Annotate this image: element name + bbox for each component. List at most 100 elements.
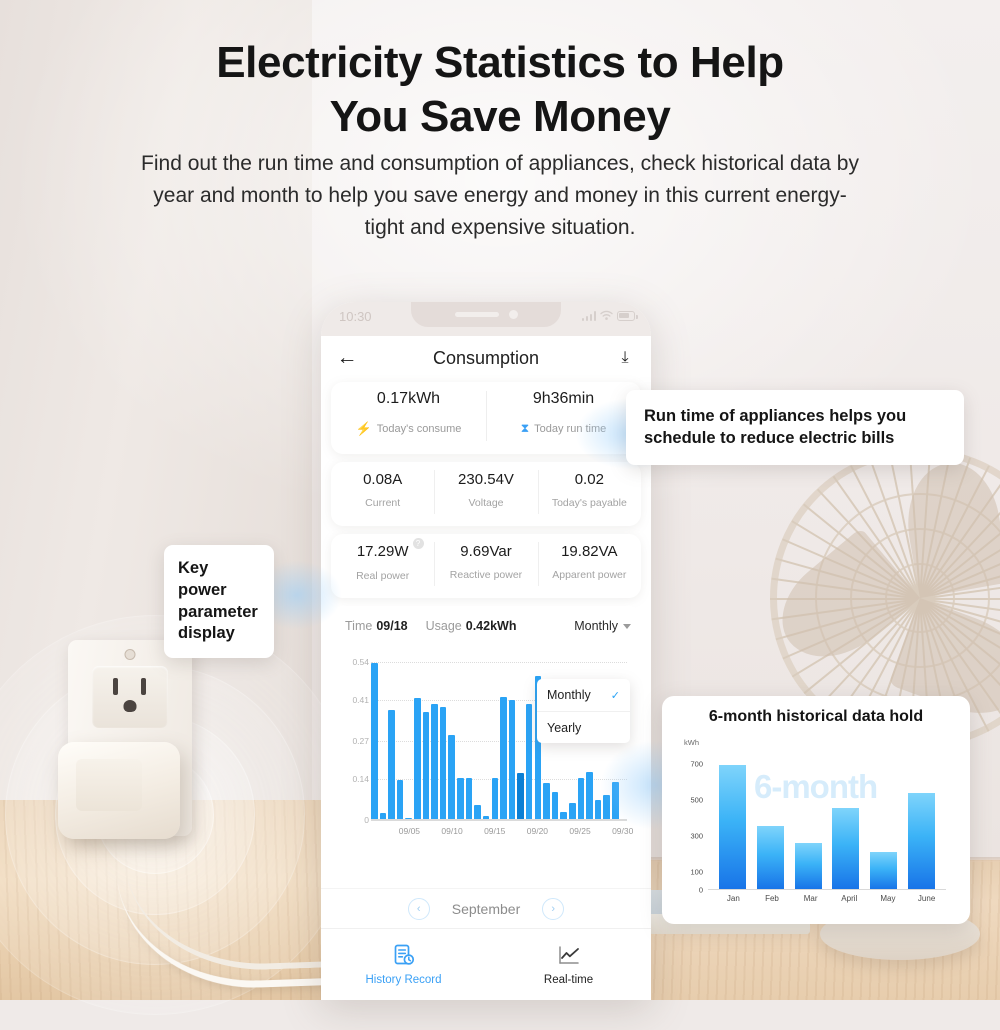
chart-bar[interactable] xyxy=(474,805,481,820)
callout-runtime: Run time of appliances helps you schedul… xyxy=(626,390,964,465)
prev-month-button[interactable]: ‹ xyxy=(407,897,430,920)
chart-x-axis xyxy=(371,819,627,821)
dropdown-option-yearly[interactable]: Yearly xyxy=(537,711,630,743)
six-month-watermark: 6-month xyxy=(754,768,878,805)
chart-y-axis-labels: 0 0.14 0.27 0.41 0.54 xyxy=(343,650,369,825)
reactive-power-label: Reactive power xyxy=(449,569,523,581)
chart-bar[interactable] xyxy=(543,783,550,820)
chart-bar[interactable] xyxy=(525,704,533,820)
chart-bar[interactable] xyxy=(560,811,567,820)
six-month-y-tick: 500 xyxy=(690,795,703,805)
battery-icon xyxy=(617,310,638,321)
six-month-y-tick: 300 xyxy=(690,831,703,841)
today-consume-value: 0.17kWh xyxy=(376,390,441,407)
chart-bar[interactable] xyxy=(586,771,593,820)
chart-x-tick: 09/30 xyxy=(612,826,634,836)
socket-ground xyxy=(123,700,137,712)
six-month-plot: 0 100 300 500 700 xyxy=(690,750,946,895)
chevron-down-icon xyxy=(623,623,631,629)
six-month-x-tick: April xyxy=(841,894,858,903)
six-month-bar xyxy=(719,765,747,889)
chart-bar[interactable] xyxy=(500,696,507,820)
speaker-icon xyxy=(454,312,499,317)
today-summary-card: 0.17kWh ⚡ Today's consume 9h36min ⧗ Toda… xyxy=(331,382,641,454)
chart-bar[interactable] xyxy=(508,699,516,820)
chart-gridline xyxy=(371,699,627,701)
chart-bar[interactable] xyxy=(465,777,473,820)
realtime-chart-icon xyxy=(558,946,579,964)
six-month-y-tick: 100 xyxy=(690,867,703,877)
six-month-axis xyxy=(708,889,946,890)
period-dropdown[interactable]: Monthly ✓ Yearly xyxy=(537,679,630,743)
six-month-x-tick: Feb xyxy=(765,894,779,903)
chart-bar[interactable] xyxy=(517,773,524,820)
apparent-power-value: 19.82VA xyxy=(561,543,618,560)
current-month-label: September xyxy=(451,900,521,917)
today-consume-label-row: ⚡ Today's consume xyxy=(331,421,486,437)
download-button[interactable]: ⤓ xyxy=(621,349,629,366)
outlet-socket xyxy=(92,666,168,728)
app-navbar: ← Consumption ⤓ xyxy=(321,336,651,380)
today-runtime-label: Today run time xyxy=(534,422,607,435)
chart-x-tick: 09/15 xyxy=(484,826,506,836)
reactive-power-value: 9.69Var xyxy=(460,543,512,560)
current-cell: 0.08A Current xyxy=(331,462,434,526)
chart-gridlines xyxy=(371,650,627,820)
chart-bar[interactable] xyxy=(577,778,585,820)
back-button[interactable]: ← xyxy=(336,346,358,369)
history-chart-card: Time 09/18 Usage 0.42kWh Monthly 0 0.14 0.… xyxy=(331,606,641,900)
period-selected-label: Monthly xyxy=(574,619,618,633)
question-mark-icon[interactable]: ? xyxy=(412,538,424,549)
page-subtitle: Find out the run time and consumption of… xyxy=(141,152,859,239)
chart-bar[interactable] xyxy=(371,663,378,820)
chart-gridline xyxy=(371,778,627,780)
next-month-button[interactable]: › xyxy=(542,897,565,920)
chart-bar[interactable] xyxy=(534,676,542,820)
chart-bar[interactable] xyxy=(379,812,387,820)
today-consume-label: Today's consume xyxy=(376,423,462,435)
callout-key-power: Key power parameter display xyxy=(164,545,274,659)
real-power-label: Real power xyxy=(356,570,410,582)
outlet-screw xyxy=(124,649,136,660)
chart-bar[interactable] xyxy=(491,777,499,820)
chart-y-tick: 0.14 xyxy=(352,773,369,784)
chart-bar[interactable] xyxy=(431,704,438,820)
six-month-y-tick: 0 xyxy=(698,885,703,895)
chart-bar[interactable] xyxy=(388,710,395,820)
real-power-value-wrap: 17.29W ? xyxy=(357,538,424,560)
chart-bar[interactable] xyxy=(422,711,430,820)
socket-slot xyxy=(113,678,118,695)
chart-x-axis-labels: 09/05 09/10 09/15 09/20 09/25 09/30 xyxy=(371,826,634,840)
tab-history-record[interactable]: History Record xyxy=(321,929,486,1000)
meter-card: 0.08A Current 230.54V Voltage 0.02 Today… xyxy=(331,462,641,526)
dropdown-option-monthly[interactable]: Monthly ✓ xyxy=(537,679,630,711)
apparent-power-label: Apparent power xyxy=(552,569,627,581)
six-month-bar xyxy=(907,792,935,889)
chart-bar[interactable] xyxy=(603,795,610,820)
chart-bar[interactable] xyxy=(482,815,490,820)
chart-bar[interactable] xyxy=(439,707,447,820)
chart-gridline xyxy=(371,661,627,663)
phone-mockup: 10:30 ← Consumption ⤓ 0.17kWh ⚡ Today's … xyxy=(321,302,651,1000)
voltage-label: Voltage xyxy=(468,497,504,509)
chart-bar[interactable] xyxy=(551,792,559,820)
chart-bars xyxy=(371,650,628,820)
tab-real-time[interactable]: Real-time xyxy=(486,929,651,1000)
six-month-bar xyxy=(832,808,860,889)
chart-bar[interactable] xyxy=(569,803,576,820)
chart-bar[interactable] xyxy=(612,782,619,820)
chart-bar[interactable] xyxy=(396,779,404,820)
chart-x-tick: 09/20 xyxy=(526,826,549,836)
chart-bar[interactable] xyxy=(414,698,421,820)
hourglass-icon: ⧗ xyxy=(520,421,530,435)
chart-bar[interactable] xyxy=(594,800,602,820)
six-month-x-tick: Jan xyxy=(726,894,740,903)
period-selector[interactable]: Monthly xyxy=(574,619,631,633)
six-month-bar xyxy=(869,852,897,889)
usage-label: Usage xyxy=(425,619,462,633)
payable-label: Today's payable xyxy=(551,497,627,509)
six-month-bars xyxy=(714,750,940,889)
chart-bar[interactable] xyxy=(448,735,455,820)
wifi-icon xyxy=(600,310,613,320)
chart-bar[interactable] xyxy=(457,777,464,820)
